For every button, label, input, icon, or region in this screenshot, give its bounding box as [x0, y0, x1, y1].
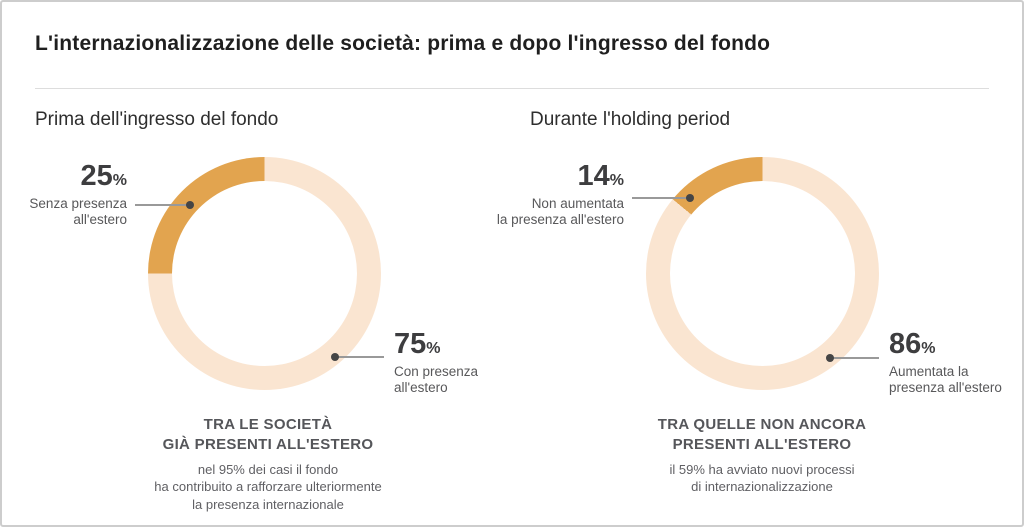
callout-senza-presenza: 25% Senza presenza all'estero	[2, 160, 128, 229]
panel-footer-title: TRA QUELLE NON ANCORA PRESENTI ALL'ESTER…	[657, 416, 867, 453]
leader-line	[632, 194, 694, 202]
callout-con-presenza: 75% Con presenza all'estero	[394, 330, 514, 397]
leader-line	[135, 201, 194, 209]
divider	[35, 88, 989, 89]
donut-chart-before	[148, 157, 381, 390]
leader-dot	[826, 354, 834, 362]
percent-sign: %	[426, 340, 441, 357]
percent-sign: %	[112, 172, 127, 189]
chart-panel-holding-period: Durante l'holding period 14% Non aumenta…	[497, 97, 1014, 525]
callout-caption: Senza presenza all'estero	[29, 196, 127, 228]
page-title: L'internazionalizzazione delle società: …	[35, 32, 771, 55]
chart-panel-before-fund: Prima dell'ingresso del fondo 25% Senza …	[2, 97, 514, 525]
percent-value: 86%	[889, 328, 936, 360]
callout-aumentata: 86% Aumentata la presenza all'estero	[889, 330, 1009, 397]
percent-sign: %	[609, 172, 624, 189]
panel-footer-note: il 59% ha avviato nuovi processi di inte…	[669, 462, 855, 495]
leader-dot	[331, 353, 339, 361]
leader-dot	[186, 201, 194, 209]
panel-heading: Durante l'holding period	[530, 109, 731, 130]
percent-value: 25%	[80, 160, 128, 192]
panel-footer-note: nel 95% dei casi il fondo ha contribuito…	[154, 462, 382, 512]
leader-line	[331, 353, 384, 361]
panel-footer-title: TRA LE SOCIETÀ GIÀ PRESENTI ALL'ESTERO	[162, 416, 374, 453]
donut-chart-during	[646, 157, 879, 390]
leader-line	[826, 354, 879, 362]
panel-heading: Prima dell'ingresso del fondo	[35, 109, 279, 130]
percent-sign: %	[921, 340, 936, 357]
percent-value: 14%	[577, 160, 625, 192]
callout-caption: Aumentata la presenza all'estero	[889, 364, 1002, 396]
leader-dot	[686, 194, 694, 202]
callout-non-aumentata: 14% Non aumentata la presenza all'estero	[494, 162, 624, 229]
percent-value: 75%	[394, 328, 441, 360]
callout-caption: Con presenza all'estero	[394, 364, 479, 396]
callout-caption: Non aumentata la presenza all'estero	[496, 196, 624, 228]
